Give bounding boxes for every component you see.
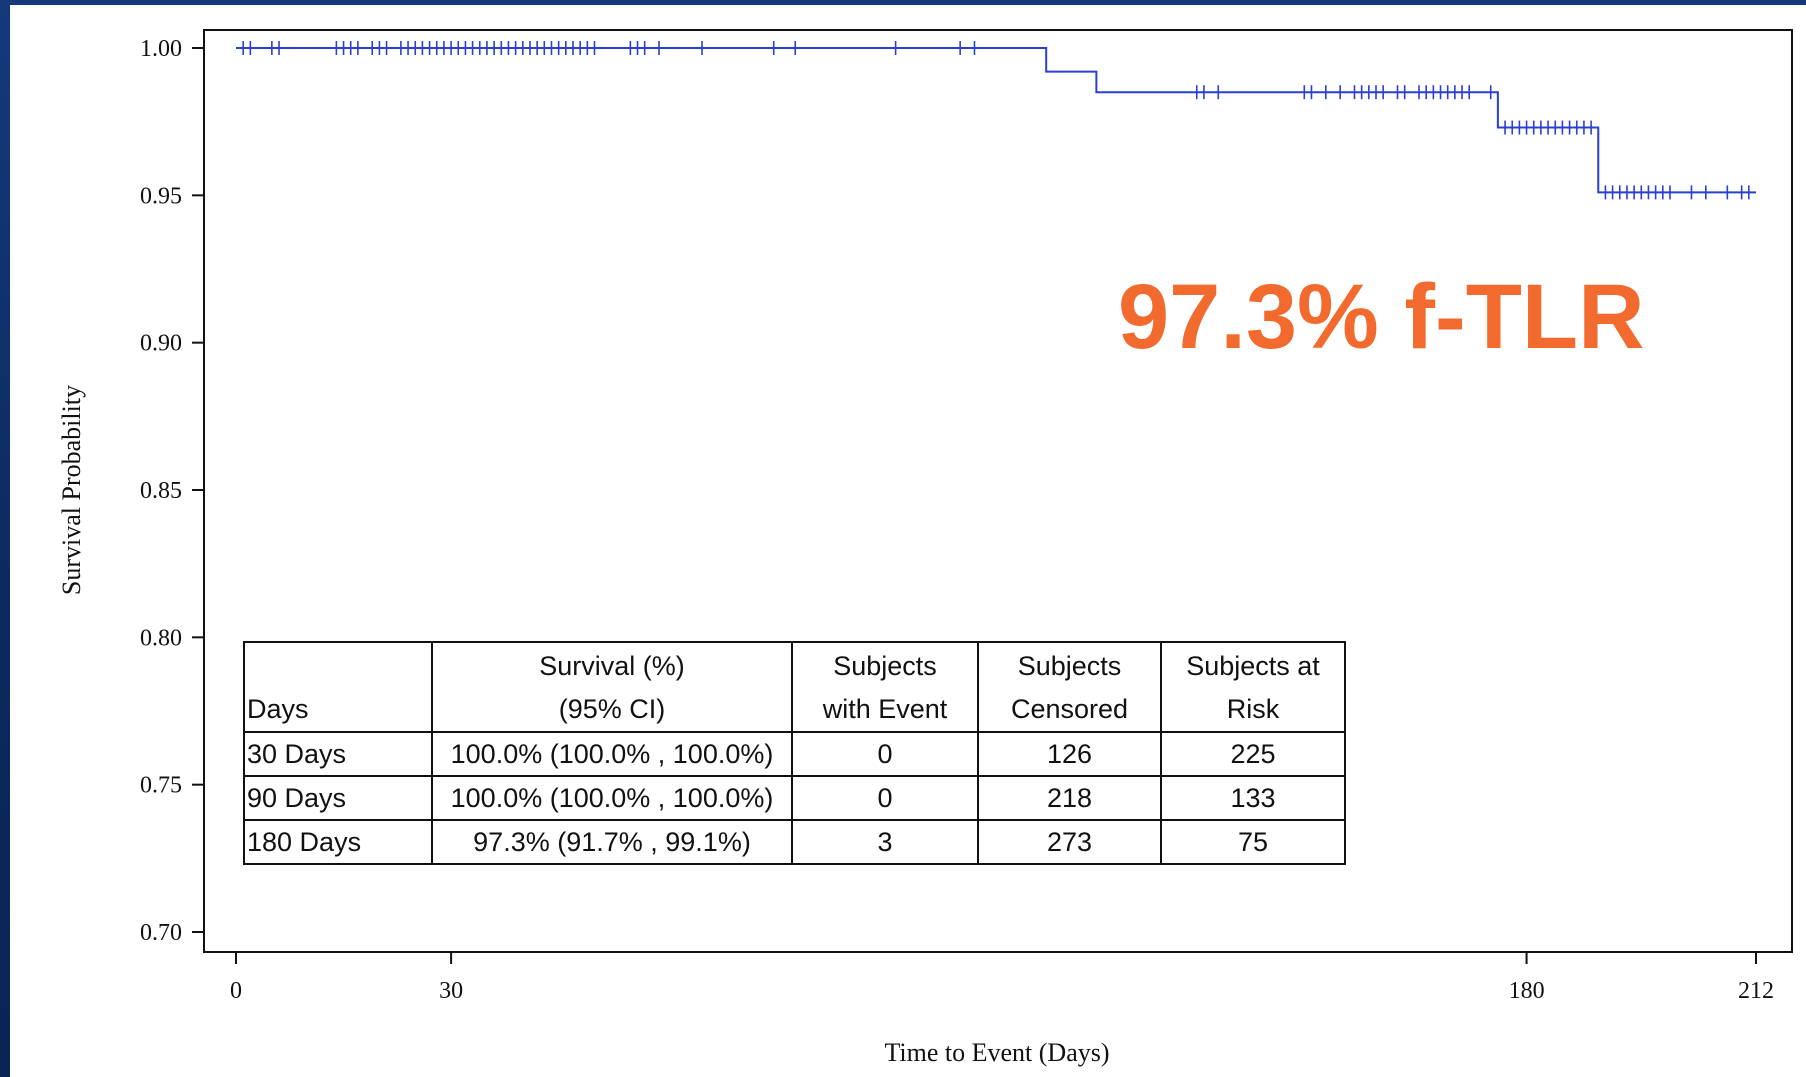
- axes: 0.700.750.800.850.900.951.000 30 180 212: [140, 29, 1793, 1004]
- table-cell: 30 Days: [243, 731, 433, 777]
- x-tick-label: 180: [1509, 978, 1545, 1004]
- table-cell: 133: [1160, 775, 1346, 821]
- table-cell: 0: [791, 775, 979, 821]
- header-subjects-with-event: Subjects with Event: [791, 641, 979, 733]
- y-axis-title: Survival Probability: [57, 385, 86, 595]
- y-tick-label: 0.95: [140, 183, 182, 209]
- table-row: 180 Days 97.3% (91.7% , 99.1%) 3 273 75: [243, 819, 1346, 865]
- table-row: 30 Days 100.0% (100.0% , 100.0%) 0 126 2…: [243, 731, 1346, 777]
- table-cell: 3: [791, 819, 979, 865]
- header-days: Days: [243, 641, 433, 733]
- y-tick-label: 0.80: [140, 625, 182, 651]
- table-cell: 0: [791, 731, 979, 777]
- table-row: 90 Days 100.0% (100.0% , 100.0%) 0 218 1…: [243, 775, 1346, 821]
- table-cell: 225: [1160, 731, 1346, 777]
- x-tick-label: 0: [230, 978, 242, 1004]
- plot-panel: [10, 5, 1806, 1077]
- f-tlr-annotation: 97.3% f-TLR: [1118, 266, 1645, 368]
- y-tick-label: 0.70: [140, 920, 182, 946]
- x-axis-title: Time to Event (Days): [884, 1038, 1109, 1067]
- x-tick-label: 212: [1738, 978, 1774, 1004]
- survival-curve-layer: [236, 47, 1756, 194]
- header-subjects-at-risk: Subjects at Risk: [1160, 641, 1346, 733]
- table-cell: 75: [1160, 819, 1346, 865]
- table-cell: 100.0% (100.0% , 100.0%): [431, 775, 793, 821]
- table-cell: 273: [977, 819, 1162, 865]
- table-cell: 97.3% (91.7% , 99.1%): [431, 819, 793, 865]
- header-survival: Survival (%) (95% CI): [431, 641, 793, 733]
- y-tick-label: 0.90: [140, 331, 182, 357]
- y-tick-label: 1.00: [140, 36, 182, 62]
- censor-marks-layer: [242, 41, 1750, 200]
- table-header-row: Days Survival (%) (95% CI) Subjects with…: [243, 641, 1346, 733]
- table-cell: 90 Days: [243, 775, 433, 821]
- table-cell: 100.0% (100.0% , 100.0%): [431, 731, 793, 777]
- table-cell: 126: [977, 731, 1162, 777]
- header-subjects-censored: Subjects Censored: [977, 641, 1162, 733]
- table-cell: 218: [977, 775, 1162, 821]
- survival-step-line: [236, 47, 1756, 194]
- y-tick-label: 0.85: [140, 478, 182, 504]
- table-cell: 180 Days: [243, 819, 433, 865]
- survival-summary-table: Days Survival (%) (95% CI) Subjects with…: [243, 641, 1346, 865]
- x-tick-label: 30: [439, 978, 463, 1004]
- y-tick-label: 0.75: [140, 773, 182, 799]
